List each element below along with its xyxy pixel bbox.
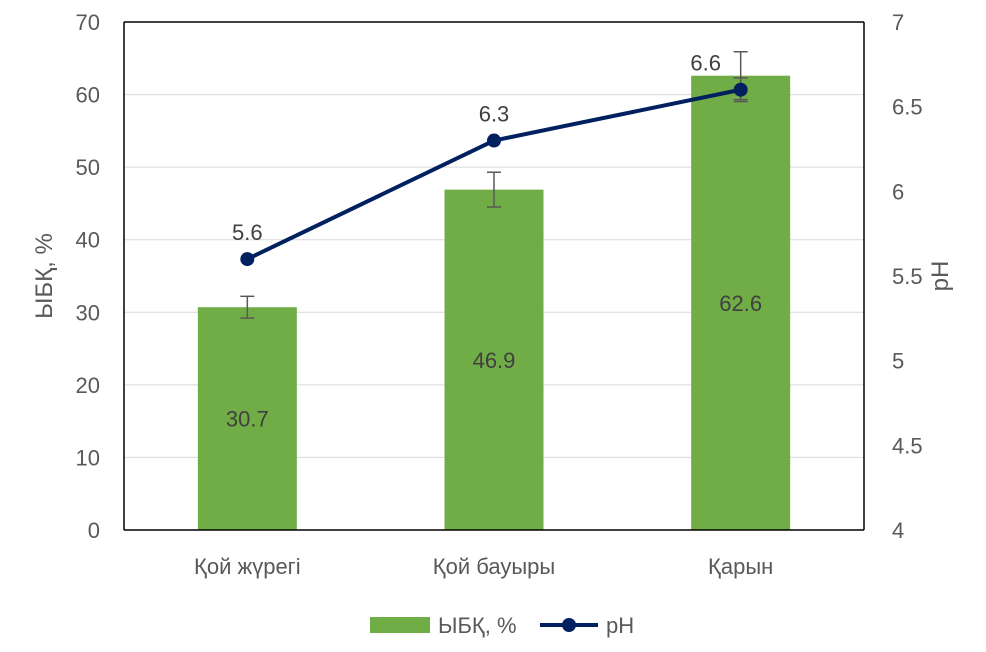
bar-data-label: 30.7 — [226, 407, 269, 432]
y2-axis-title: pH — [927, 261, 954, 292]
y2-tick-label: 6.5 — [892, 95, 923, 120]
bar — [444, 189, 544, 530]
legend: ЫБҚ, % pH — [370, 613, 634, 638]
y2-tick-label: 6 — [892, 179, 904, 204]
bar-data-label: 62.6 — [719, 291, 762, 316]
x-tick-label: Қой бауыры — [433, 554, 555, 579]
y2-tick-label: 4 — [892, 518, 904, 543]
y-tick-label: 30 — [76, 300, 100, 325]
y-tick-label: 40 — [76, 228, 100, 253]
line-point — [733, 82, 748, 97]
y2-tick-label: 5 — [892, 349, 904, 374]
x-tick-label: Қой жүрегі — [194, 554, 301, 579]
left-axis-ticks: 0 10 20 30 40 50 60 70 — [76, 10, 100, 543]
y2-tick-label: 4.5 — [892, 433, 923, 458]
y-tick-label: 70 — [76, 10, 100, 35]
line-point — [240, 252, 255, 267]
legend-line-marker — [562, 618, 576, 632]
y-tick-label: 50 — [76, 155, 100, 180]
bar-series — [197, 75, 791, 531]
y2-tick-label: 7 — [892, 10, 904, 35]
bar — [691, 75, 791, 531]
line-data-label: 6.3 — [479, 102, 510, 127]
legend-line-label: pH — [606, 613, 634, 638]
y-tick-label: 20 — [76, 373, 100, 398]
bar — [197, 307, 297, 530]
category-labels: Қой жүрегі Қой бауыры Қарын — [194, 554, 773, 579]
legend-bar-label: ЫБҚ, % — [438, 613, 517, 638]
data-labels: 30.7 46.9 62.6 5.6 6.3 6.6 — [226, 51, 762, 432]
x-tick-label: Қарын — [708, 554, 773, 579]
line-data-label: 5.6 — [232, 220, 263, 245]
y-axis-title: ЫБҚ, % — [31, 233, 58, 319]
right-axis-ticks: 4 4.5 5 5.5 6 6.5 7 — [892, 10, 923, 543]
y-tick-label: 10 — [76, 445, 100, 470]
line-series — [240, 77, 748, 267]
y-tick-label: 0 — [88, 518, 100, 543]
axes — [123, 21, 865, 531]
y-tick-label: 60 — [76, 83, 100, 108]
line-data-label: 6.6 — [690, 51, 721, 76]
bar-data-label: 46.9 — [473, 348, 516, 373]
line-point — [487, 133, 501, 148]
legend-bar-swatch — [370, 617, 430, 633]
y2-tick-label: 5.5 — [892, 264, 923, 289]
